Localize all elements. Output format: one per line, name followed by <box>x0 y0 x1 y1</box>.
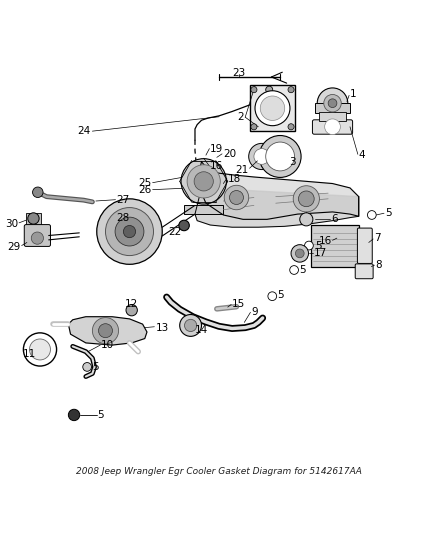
Text: 14: 14 <box>195 325 208 335</box>
FancyBboxPatch shape <box>250 85 295 131</box>
FancyBboxPatch shape <box>192 171 202 183</box>
Circle shape <box>295 249 304 258</box>
Circle shape <box>184 319 197 332</box>
Text: 26: 26 <box>138 184 151 195</box>
Polygon shape <box>195 188 359 227</box>
FancyBboxPatch shape <box>24 224 50 246</box>
Circle shape <box>124 225 136 238</box>
Circle shape <box>194 172 213 191</box>
Text: 4: 4 <box>359 150 365 160</box>
Circle shape <box>187 165 220 198</box>
Circle shape <box>298 191 314 207</box>
Circle shape <box>249 143 275 169</box>
Circle shape <box>181 159 226 204</box>
Text: 24: 24 <box>77 126 90 136</box>
Circle shape <box>32 187 43 198</box>
FancyBboxPatch shape <box>355 264 373 279</box>
FancyBboxPatch shape <box>312 120 353 134</box>
FancyBboxPatch shape <box>319 112 346 120</box>
Text: 23: 23 <box>232 68 245 78</box>
Text: 1: 1 <box>350 89 357 99</box>
Circle shape <box>28 213 39 224</box>
Text: 5: 5 <box>98 410 104 420</box>
FancyBboxPatch shape <box>26 213 41 225</box>
Text: 9: 9 <box>252 308 258 317</box>
Circle shape <box>290 265 298 274</box>
Text: 5: 5 <box>315 240 321 251</box>
Circle shape <box>251 124 257 130</box>
Text: 10: 10 <box>101 340 114 350</box>
Circle shape <box>304 241 313 250</box>
Text: 18: 18 <box>228 174 241 184</box>
Circle shape <box>317 88 348 118</box>
Circle shape <box>288 124 294 130</box>
Circle shape <box>230 190 244 205</box>
Circle shape <box>300 213 313 226</box>
Circle shape <box>126 304 138 316</box>
Circle shape <box>259 135 301 177</box>
Circle shape <box>255 91 290 126</box>
Circle shape <box>293 185 319 212</box>
FancyBboxPatch shape <box>311 225 359 266</box>
Text: 15: 15 <box>232 298 245 309</box>
Circle shape <box>268 292 277 301</box>
Text: 12: 12 <box>125 298 138 309</box>
Text: 6: 6 <box>331 214 337 224</box>
Circle shape <box>328 99 337 108</box>
Text: 29: 29 <box>7 242 20 252</box>
Text: 17: 17 <box>314 248 328 259</box>
Circle shape <box>180 314 201 336</box>
Text: 5: 5 <box>385 208 392 218</box>
Text: 27: 27 <box>117 195 130 205</box>
Circle shape <box>224 185 249 210</box>
Text: 11: 11 <box>22 349 35 359</box>
Circle shape <box>367 211 376 220</box>
Text: 5: 5 <box>92 362 99 372</box>
Text: 2008 Jeep Wrangler Egr Cooler Gasket Diagram for 5142617AA: 2008 Jeep Wrangler Egr Cooler Gasket Dia… <box>76 467 362 476</box>
FancyBboxPatch shape <box>315 103 350 113</box>
Circle shape <box>325 119 340 135</box>
Text: 3: 3 <box>289 157 296 167</box>
Polygon shape <box>68 317 147 345</box>
Circle shape <box>324 94 341 112</box>
Text: 2: 2 <box>238 112 244 122</box>
Circle shape <box>83 362 92 372</box>
Text: 16: 16 <box>318 236 332 246</box>
Text: 8: 8 <box>375 260 382 270</box>
Circle shape <box>254 149 270 164</box>
Text: 21: 21 <box>236 165 249 175</box>
Circle shape <box>68 409 80 421</box>
Circle shape <box>23 333 57 366</box>
Circle shape <box>266 86 273 93</box>
Text: 28: 28 <box>116 214 130 223</box>
Text: 22: 22 <box>168 227 181 237</box>
Text: 30: 30 <box>5 219 18 229</box>
Circle shape <box>115 217 144 246</box>
Circle shape <box>251 87 257 93</box>
Circle shape <box>99 324 113 338</box>
Circle shape <box>106 207 153 256</box>
Circle shape <box>291 245 308 262</box>
Text: 5: 5 <box>299 265 306 275</box>
Circle shape <box>260 96 285 120</box>
Circle shape <box>266 142 294 171</box>
Text: 19: 19 <box>210 143 223 154</box>
Circle shape <box>92 318 119 344</box>
Text: 5: 5 <box>278 290 284 300</box>
Text: 20: 20 <box>223 149 237 159</box>
FancyBboxPatch shape <box>357 228 372 263</box>
Text: 7: 7 <box>374 233 381 243</box>
Circle shape <box>288 87 294 93</box>
Text: 25: 25 <box>138 177 151 188</box>
Text: 16: 16 <box>210 161 223 171</box>
Circle shape <box>29 339 50 360</box>
Polygon shape <box>199 161 359 220</box>
Circle shape <box>179 220 189 231</box>
Circle shape <box>31 232 43 244</box>
Circle shape <box>97 199 162 264</box>
Text: 13: 13 <box>155 322 169 333</box>
FancyBboxPatch shape <box>192 183 202 192</box>
FancyBboxPatch shape <box>184 205 223 214</box>
